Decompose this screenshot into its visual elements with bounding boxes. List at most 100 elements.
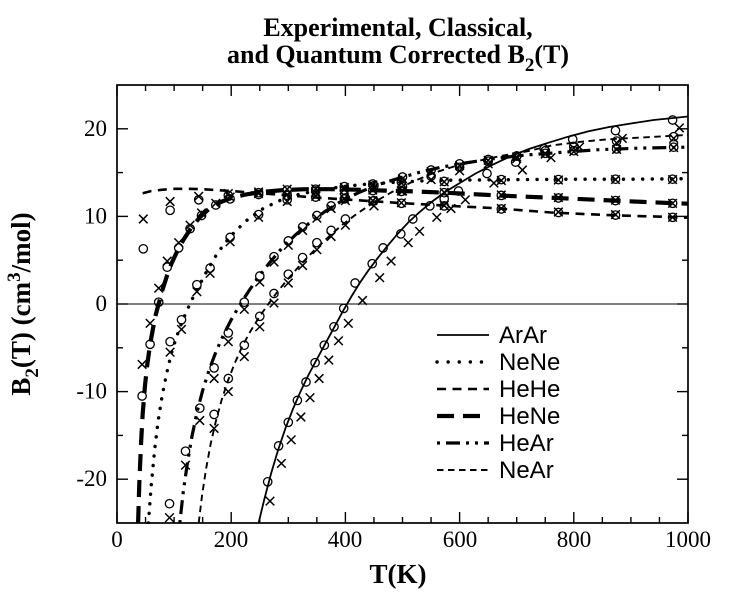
circle-marker-nene — [192, 279, 202, 290]
cross-marker-hene — [496, 190, 507, 200]
circle-marker-hene — [162, 262, 173, 273]
circle-marker-arar — [425, 201, 435, 211]
circle-marker-near — [269, 288, 279, 299]
cross-marker-near — [297, 260, 308, 271]
cross-marker-near — [326, 231, 336, 242]
y-tick-label-20: 20 — [84, 116, 107, 141]
circle-marker-hehe — [610, 210, 621, 220]
circle-marker-arar — [482, 168, 492, 179]
chart-title-line2: and Quantum Corrected B2(T) — [227, 40, 569, 76]
circle-marker-hene — [667, 198, 678, 209]
cross-marker-hene — [196, 208, 207, 218]
cross-marker-hene — [153, 283, 164, 294]
cross-marker-near — [568, 143, 579, 153]
cross-marker-hehe — [610, 209, 621, 220]
circle-marker-hene — [610, 195, 621, 206]
cross-marker-near — [312, 244, 322, 255]
cross-marker-hene — [210, 198, 221, 209]
circle-marker-hene — [282, 185, 293, 195]
cross-marker-arar — [617, 133, 628, 144]
circle-marker-near — [568, 141, 579, 152]
circle-marker-arar — [292, 395, 303, 406]
legend-label-near: NeAr — [499, 457, 554, 484]
y-tick-label-0: 0 — [96, 291, 108, 316]
circle-marker-hear — [180, 446, 191, 457]
cross-marker-arar — [414, 226, 425, 237]
cross-marker-hear — [194, 415, 205, 426]
cross-marker-hear — [164, 512, 175, 523]
cross-marker-hear — [340, 195, 351, 206]
cross-marker-hene — [185, 220, 195, 231]
cross-marker-near — [340, 220, 351, 231]
cross-marker-nene — [610, 174, 621, 185]
circle-marker-hehe — [553, 207, 564, 218]
cross-marker-arar — [386, 256, 396, 266]
cross-marker-near — [239, 351, 250, 362]
cross-marker-hehe — [553, 207, 564, 217]
cross-marker-hene — [137, 359, 147, 370]
x-tick-label-600: 600 — [443, 527, 478, 552]
circle-marker-arar — [319, 340, 330, 351]
axes-frame-layer — [116, 84, 689, 524]
cross-marker-hene — [553, 192, 564, 203]
circle-marker-hear — [340, 193, 351, 203]
x-tick-label-1000: 1000 — [665, 527, 711, 552]
y-tick-label-10: 10 — [84, 204, 107, 229]
circle-marker-nene — [165, 336, 175, 347]
circle-marker-nene — [176, 314, 187, 325]
cross-marker-hehe — [396, 197, 407, 208]
cross-marker-nene — [192, 286, 202, 297]
circle-marker-near — [540, 145, 551, 156]
circle-marker-hear — [369, 180, 379, 191]
y-tick-label-neg20: -20 — [76, 466, 107, 491]
cross-marker-hear — [668, 142, 679, 153]
circle-marker-near — [340, 214, 351, 224]
cross-marker-hear — [312, 213, 322, 224]
cross-marker-arar — [517, 165, 528, 175]
cross-marker-near — [454, 165, 465, 176]
circle-marker-nene — [610, 174, 621, 185]
circle-marker-hear — [426, 165, 436, 175]
circle-marker-near — [254, 311, 265, 322]
cross-marker-hehe — [310, 191, 321, 202]
circle-marker-arar — [329, 321, 339, 332]
legend-line-samples-layer — [435, 334, 491, 471]
cross-marker-hear — [283, 240, 294, 251]
circle-marker-nene — [553, 174, 564, 185]
circle-marker-hene — [225, 194, 235, 204]
circle-marker-hear — [312, 210, 322, 221]
cross-marker-near — [254, 321, 265, 332]
cross-marker-nene — [225, 236, 235, 247]
cross-marker-arar — [333, 335, 344, 346]
circle-marker-hene — [439, 187, 450, 198]
circle-marker-arar — [407, 214, 418, 224]
curve-hear — [178, 145, 689, 524]
cross-marker-hehe — [439, 200, 450, 211]
legend-label-hene: HeNe — [499, 403, 560, 430]
cross-marker-hene — [253, 187, 264, 197]
circle-marker-arar — [283, 417, 294, 428]
cross-marker-nene — [667, 174, 678, 185]
cross-marker-near — [209, 423, 219, 434]
circle-marker-hehe — [667, 212, 678, 223]
cross-marker-nene — [165, 347, 175, 358]
legend-label-nene: NeNe — [499, 349, 560, 376]
circle-marker-hehe — [396, 198, 407, 209]
cross-marker-arar — [403, 237, 414, 248]
circle-marker-hear — [194, 403, 205, 414]
circle-marker-hear — [326, 201, 336, 211]
circle-marker-near — [326, 225, 336, 236]
cross-marker-arar — [431, 212, 442, 223]
chart-title-line1: Experimental, Classical, — [263, 13, 532, 42]
cross-marker-arar — [314, 373, 324, 384]
cross-marker-arar — [265, 496, 275, 506]
circle-marker-hear — [239, 297, 250, 308]
cross-marker-hear — [180, 460, 191, 471]
circle-marker-hear — [668, 142, 679, 153]
cross-marker-hehe — [138, 214, 149, 224]
cross-marker-near — [369, 201, 379, 211]
circle-marker-nene — [667, 174, 678, 185]
cross-marker-hene — [173, 237, 184, 248]
circle-marker-arar — [338, 303, 349, 314]
